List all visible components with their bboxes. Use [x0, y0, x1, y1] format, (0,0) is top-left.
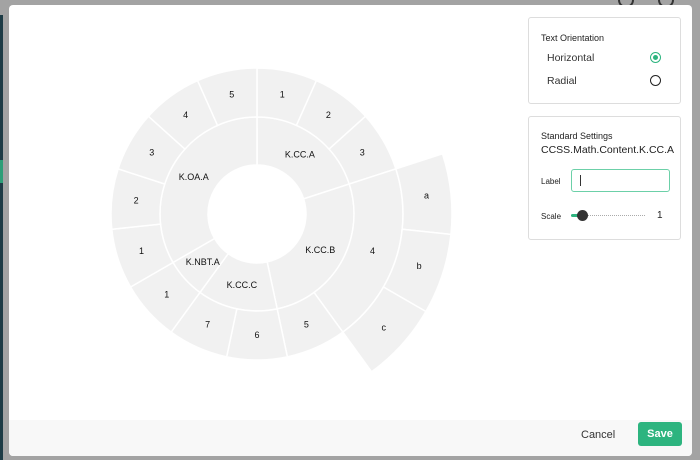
background-sidebar: [0, 15, 3, 460]
cancel-button[interactable]: Cancel: [581, 429, 616, 441]
sunburst-segment-label: 5: [229, 90, 234, 100]
option-horizontal-label[interactable]: Horizontal: [547, 52, 595, 64]
text-cursor: [580, 175, 581, 186]
radio-horizontal[interactable]: [650, 52, 661, 63]
sunburst-segment-label: K.OA.A: [179, 172, 209, 182]
modal-footer: Cancel Save: [9, 420, 692, 456]
sunburst-segment-label: 5: [304, 319, 309, 329]
sunburst-segment-label: c: [381, 322, 386, 332]
text-orientation-panel: Text Orientation Horizontal Radial: [528, 17, 681, 104]
panel-title: Standard Settings: [541, 131, 613, 141]
save-button[interactable]: Save: [638, 422, 682, 446]
option-radial-label[interactable]: Radial: [547, 75, 577, 87]
sunburst-editor-modal: K.CC.A 1 2 3 K.CC.B 4 a b c 5 K.CC.C 6 7 K.NBT.A 1 K.OA…: [9, 5, 692, 456]
sunburst-segment-label: 1: [164, 290, 169, 300]
sunburst-segment-label: 6: [254, 330, 259, 340]
sunburst-segment-label: 7: [205, 319, 210, 329]
sunburst-segment-label: 1: [280, 90, 285, 100]
sunburst-segment-label: 3: [149, 148, 154, 158]
scale-slider-fill: [571, 214, 581, 217]
sunburst-segment-label: K.CC.B: [305, 245, 335, 255]
sunburst-segment[interactable]: [196, 67, 258, 127]
sunburst-segment-label: K.NBT.A: [186, 257, 220, 267]
background-active-item: [0, 160, 3, 183]
sunburst-segment-label: 2: [134, 196, 139, 206]
sunburst-segment-label: a: [424, 191, 429, 201]
standard-settings-panel: Standard Settings CCSS.Math.Content.K.CC…: [528, 116, 681, 240]
sunburst-chart: K.CC.A 1 2 3 K.CC.B 4 a b c 5 K.CC.C 6 7 K.NBT.A 1 K.OA…: [110, 67, 453, 373]
sunburst-segment-label: b: [417, 261, 422, 271]
sunburst-segment-label: 1: [139, 246, 144, 256]
radio-radial[interactable]: [650, 75, 661, 86]
scale-slider-thumb[interactable]: [577, 210, 588, 221]
label-field-label: Label: [541, 177, 561, 186]
sunburst-segment-label: 4: [183, 110, 188, 120]
sunburst-segment-label: K.CC.C: [227, 280, 258, 290]
standard-code: CCSS.Math.Content.K.CC.A: [541, 144, 675, 156]
scale-label: Scale: [541, 212, 562, 221]
sunburst-segment[interactable]: [341, 285, 427, 373]
sunburst-segment-label: 4: [370, 246, 375, 256]
sunburst-segment-label: 2: [326, 110, 331, 120]
sunburst-segment-label: 3: [360, 148, 365, 158]
sunburst-segment-label: K.CC.A: [285, 149, 315, 159]
scale-slider-track[interactable]: [571, 215, 645, 216]
panel-title: Text Orientation: [541, 33, 605, 43]
scale-value: 1: [657, 210, 663, 221]
label-input[interactable]: [571, 169, 670, 192]
